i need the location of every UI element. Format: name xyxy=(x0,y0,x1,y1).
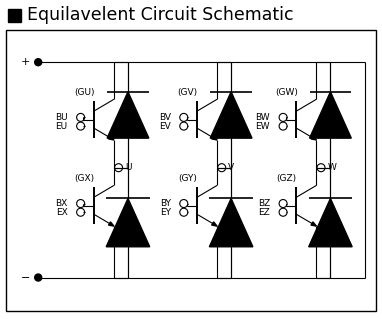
Polygon shape xyxy=(311,222,316,226)
Text: +: + xyxy=(21,57,30,67)
Polygon shape xyxy=(210,92,252,138)
Text: EV: EV xyxy=(159,122,171,130)
Text: EY: EY xyxy=(160,208,171,217)
Text: (GX): (GX) xyxy=(74,174,94,183)
Polygon shape xyxy=(212,136,217,140)
Text: −: − xyxy=(21,272,30,283)
Text: U: U xyxy=(125,163,131,172)
Bar xyxy=(6,30,376,311)
Polygon shape xyxy=(108,222,114,226)
Text: BU: BU xyxy=(55,113,68,122)
Polygon shape xyxy=(309,198,352,247)
Text: V: V xyxy=(228,163,234,172)
Text: BX: BX xyxy=(55,199,68,208)
Text: EW: EW xyxy=(256,122,270,130)
Polygon shape xyxy=(209,198,253,247)
Polygon shape xyxy=(106,198,150,247)
Polygon shape xyxy=(311,136,316,140)
Text: BZ: BZ xyxy=(258,199,270,208)
Polygon shape xyxy=(108,136,114,140)
Circle shape xyxy=(35,59,42,66)
Bar xyxy=(8,9,21,22)
Text: W: W xyxy=(327,163,337,172)
Text: (GZ): (GZ) xyxy=(277,174,297,183)
Circle shape xyxy=(35,274,42,281)
Polygon shape xyxy=(212,222,217,226)
Text: Equilavelent Circuit Schematic: Equilavelent Circuit Schematic xyxy=(27,6,294,25)
Text: EU: EU xyxy=(55,122,68,130)
Text: (GW): (GW) xyxy=(275,88,298,97)
Text: EX: EX xyxy=(56,208,68,217)
Text: (GU): (GU) xyxy=(74,88,95,97)
Text: BV: BV xyxy=(159,113,171,122)
Text: BW: BW xyxy=(256,113,270,122)
Polygon shape xyxy=(309,92,351,138)
Text: EZ: EZ xyxy=(258,208,270,217)
Text: (GV): (GV) xyxy=(177,88,197,97)
Polygon shape xyxy=(107,92,149,138)
Text: (GY): (GY) xyxy=(178,174,197,183)
Text: BY: BY xyxy=(160,199,171,208)
